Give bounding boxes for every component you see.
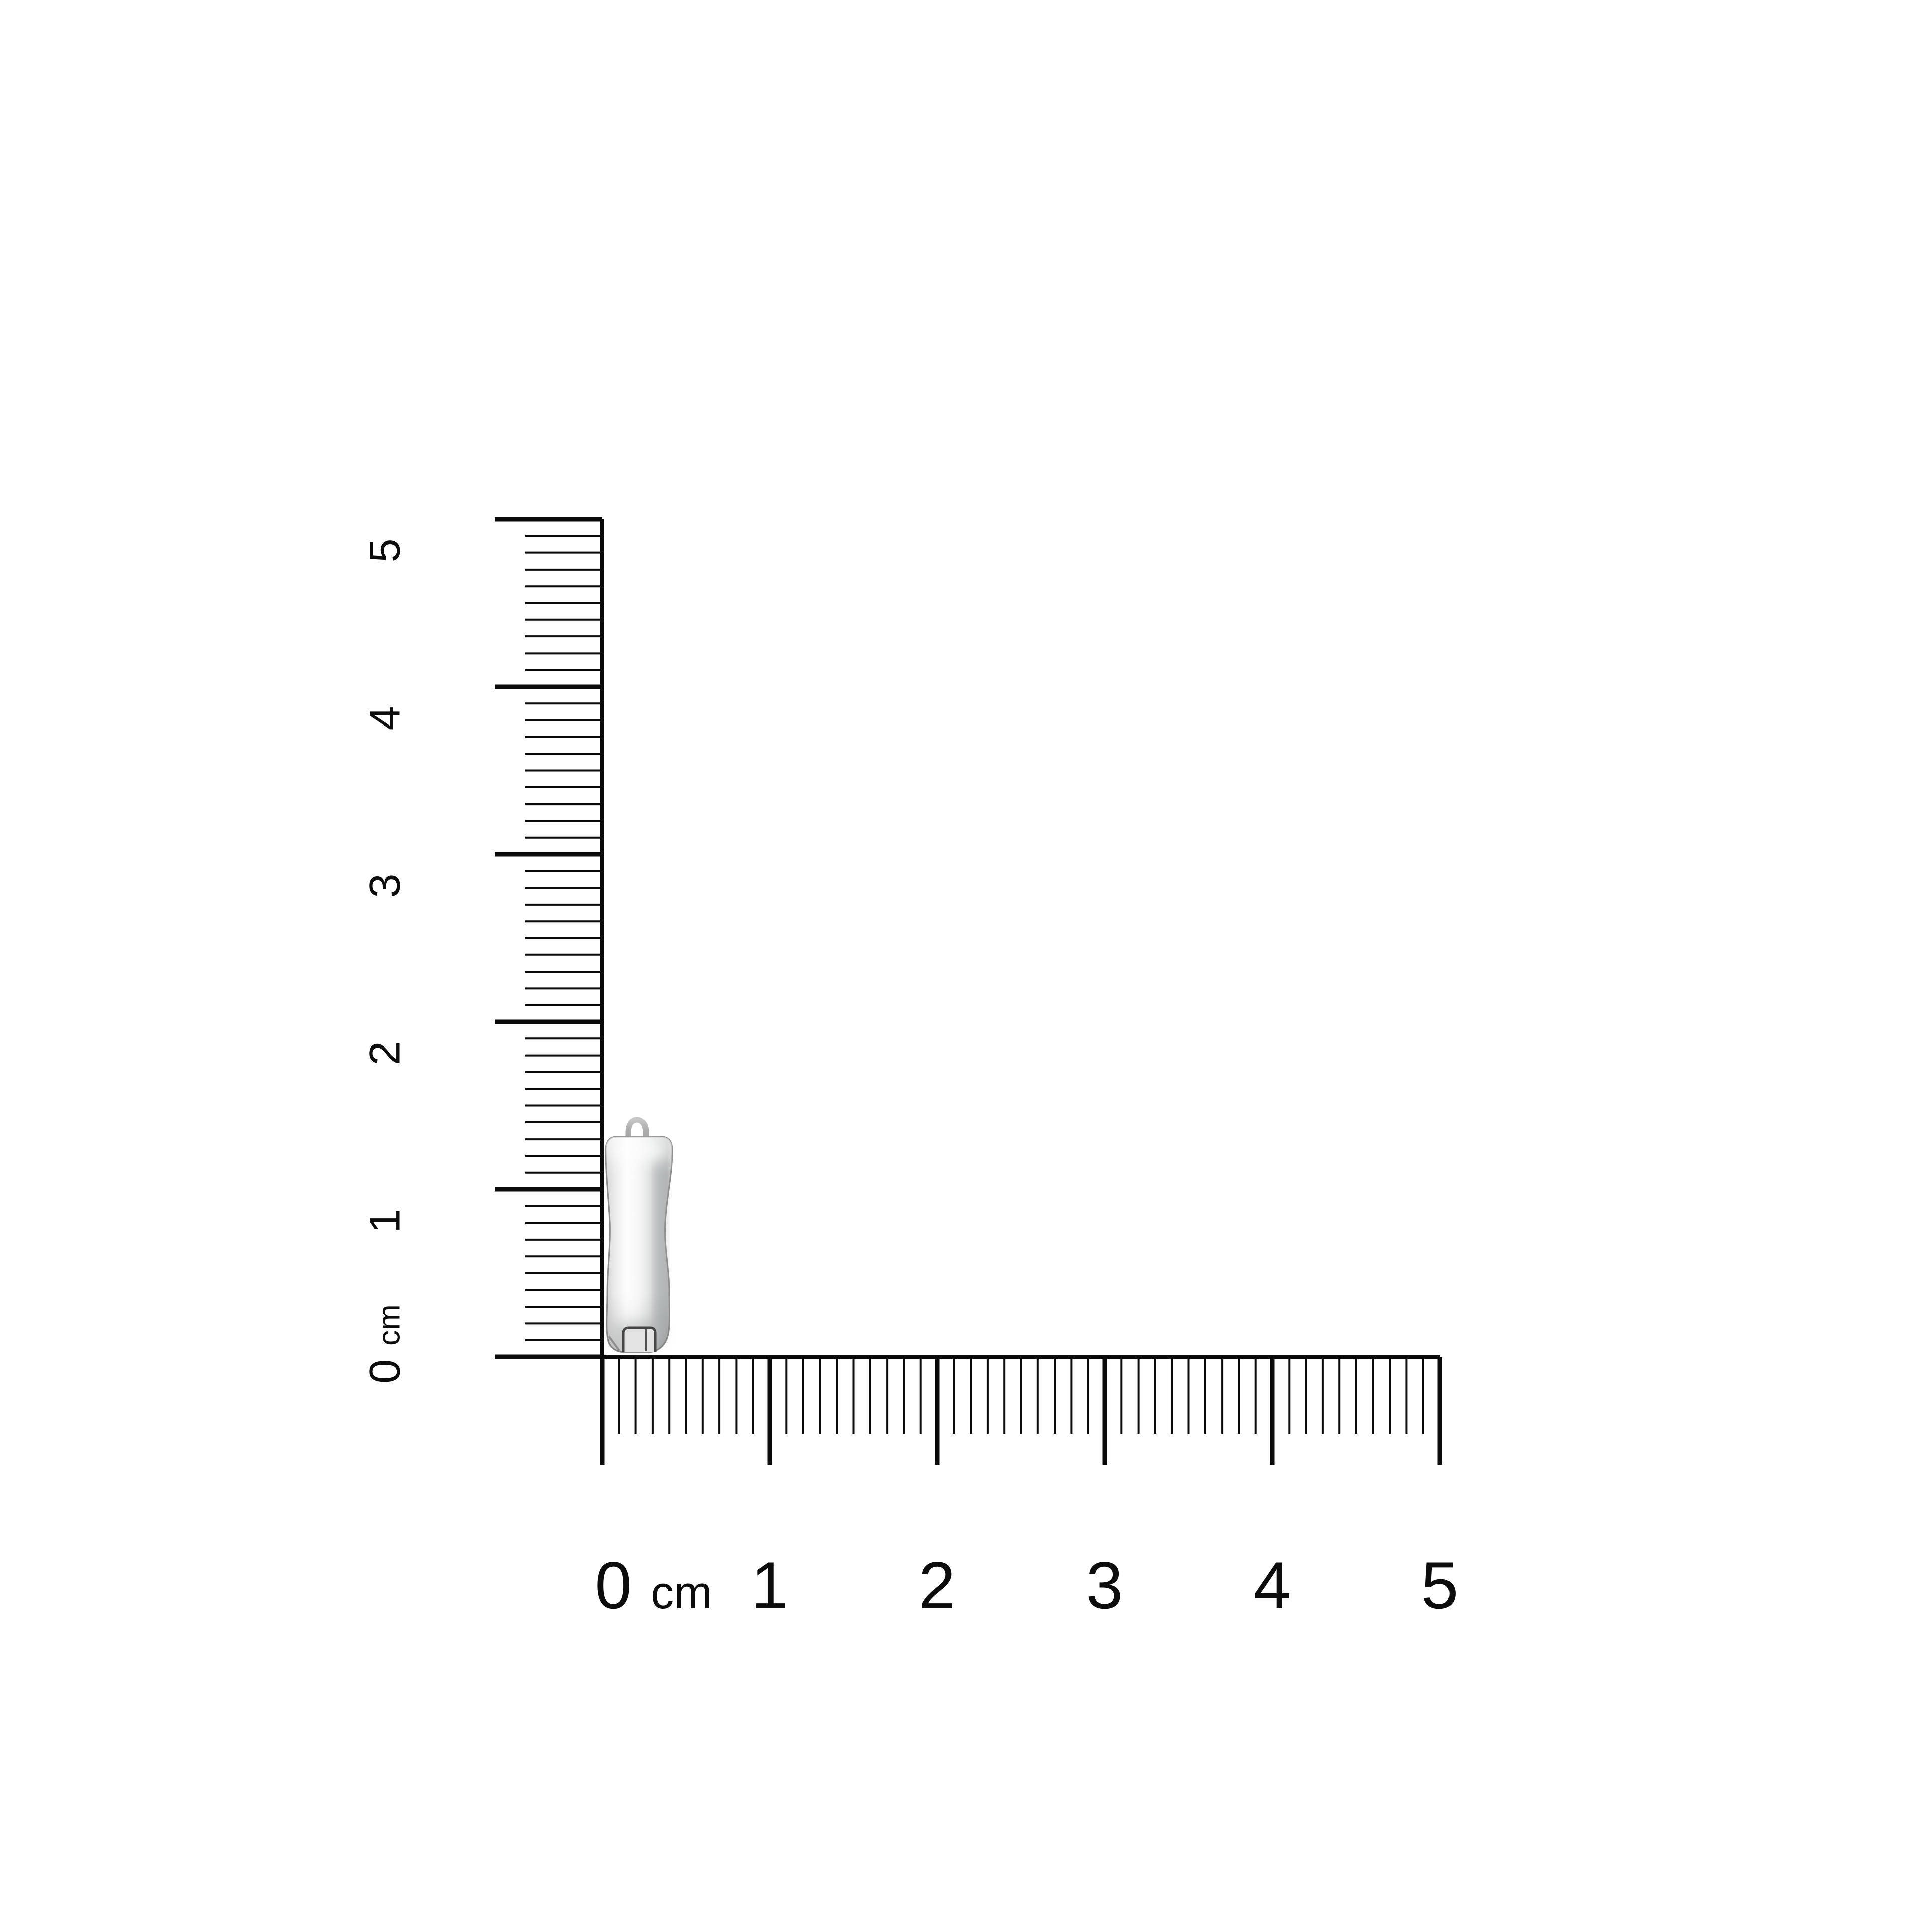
earring-photo <box>605 1117 673 1353</box>
vertical-ruler-number: 5 <box>361 538 410 563</box>
vertical-ruler-label-3: 3 <box>361 873 411 898</box>
horizontal-ruler-label-4: 4 <box>1254 1548 1292 1624</box>
ruler-ticks <box>495 517 1442 1465</box>
horizontal-ruler-number: 5 <box>1421 1549 1459 1623</box>
earring-clasp-crease <box>608 1335 621 1352</box>
vertical-ruler-unit: cm <box>372 1304 407 1346</box>
horizontal-ruler-label-1: 1 <box>751 1548 789 1624</box>
vertical-ruler-label-2: 2 <box>361 1041 411 1066</box>
horizontal-ruler-number: 1 <box>751 1549 789 1623</box>
vertical-ruler-label-1: 1 <box>361 1209 411 1233</box>
vertical-ruler-label-4: 4 <box>361 706 411 731</box>
horizontal-ruler-label-3: 3 <box>1086 1548 1124 1624</box>
earring-top-sheen <box>611 1140 667 1162</box>
horizontal-ruler-label-0: 0 cm <box>595 1548 712 1624</box>
horizontal-ruler-label-5: 5 <box>1421 1548 1459 1624</box>
vertical-ruler-number: 4 <box>361 705 410 731</box>
vertical-ruler-number: 1 <box>361 1208 410 1233</box>
earring-right-shade <box>657 1163 665 1327</box>
earring-clasp-notch <box>622 1326 657 1352</box>
horizontal-ruler-label-2: 2 <box>919 1548 956 1624</box>
horizontal-ruler-number: 2 <box>918 1549 956 1623</box>
horizontal-ruler-unit: cm <box>651 1567 712 1619</box>
earring-hinge-loop <box>625 1117 649 1143</box>
vertical-ruler-number: 0 <box>361 1358 410 1384</box>
vertical-ruler-number: 2 <box>361 1040 410 1066</box>
vertical-ruler-number: 3 <box>361 873 410 898</box>
earring-highlight-streak <box>622 1160 644 1328</box>
horizontal-ruler-number: 3 <box>1086 1549 1124 1623</box>
vertical-ruler-label-5: 5 <box>361 538 411 563</box>
vertical-ruler-label-0: 0 cm <box>361 1304 411 1384</box>
horizontal-ruler-number: 0 <box>595 1549 633 1623</box>
horizontal-ruler-number: 4 <box>1253 1549 1292 1623</box>
